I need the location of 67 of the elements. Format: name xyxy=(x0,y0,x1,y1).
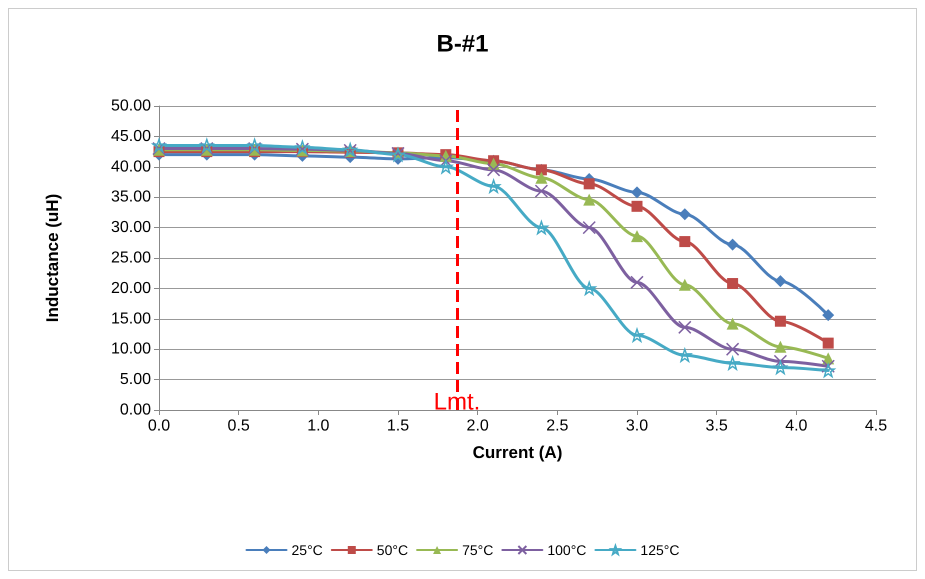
point xyxy=(535,172,548,184)
point xyxy=(200,138,214,152)
point xyxy=(726,342,740,356)
x-tick-label: 3.5 xyxy=(706,418,728,434)
y-tick-label: 50.00 xyxy=(110,98,152,114)
legend-label: 125°C xyxy=(640,542,680,558)
legend-label: 75°C xyxy=(462,542,494,558)
x-tick-label: 0.0 xyxy=(148,418,170,434)
y-tick-label: 30.00 xyxy=(110,219,152,236)
point xyxy=(821,359,835,373)
y-tick-label: 10.00 xyxy=(110,340,152,358)
point xyxy=(439,154,453,168)
point xyxy=(727,278,738,290)
x-tick-label: 1.5 xyxy=(386,418,410,434)
point xyxy=(774,354,788,368)
point xyxy=(631,230,643,242)
point xyxy=(534,184,548,198)
legend-label: 100°C xyxy=(547,542,586,558)
point xyxy=(678,320,692,334)
point xyxy=(582,220,596,234)
point xyxy=(486,180,500,194)
point xyxy=(248,138,262,152)
point xyxy=(584,178,595,190)
y-tick-label: 35.00 xyxy=(110,188,152,206)
legend-label: 50°C xyxy=(376,542,408,558)
point xyxy=(152,138,166,152)
x-tick-label: 0.5 xyxy=(228,418,250,434)
point xyxy=(632,200,642,212)
legend-label: 25°C xyxy=(292,542,323,558)
y-tick-label: 15.00 xyxy=(110,310,152,328)
point xyxy=(678,348,692,362)
y-tick-label: 0.00 xyxy=(120,402,152,418)
point xyxy=(774,275,786,288)
point xyxy=(583,194,596,206)
chart-title: B-#1 xyxy=(436,30,489,58)
point xyxy=(630,328,644,342)
y-tick-label: 25.00 xyxy=(110,250,152,266)
y-tick-label: 40.00 xyxy=(110,158,152,176)
x-axis-title: Current (A) xyxy=(472,443,562,462)
x-tick-label: 3.0 xyxy=(626,418,648,434)
x-tick-label: 4.5 xyxy=(864,418,888,434)
point xyxy=(774,316,786,327)
point xyxy=(631,186,643,198)
point xyxy=(630,276,644,290)
y-tick-label: 20.00 xyxy=(110,280,152,297)
point xyxy=(774,340,786,353)
point xyxy=(821,364,835,378)
x-tick-label: 2.5 xyxy=(546,418,569,434)
x-tick-label: 2.0 xyxy=(466,418,489,434)
x-tick-label: 4.0 xyxy=(785,418,808,434)
point xyxy=(822,338,834,349)
point xyxy=(534,220,548,234)
point xyxy=(439,160,453,174)
point xyxy=(822,309,834,322)
point xyxy=(726,318,739,330)
point xyxy=(679,236,690,248)
y-tick-label: 5.00 xyxy=(120,371,152,388)
y-tick-label: 45.00 xyxy=(110,128,152,145)
point xyxy=(582,282,596,296)
y-axis-title: Inductance (uH) xyxy=(43,194,62,322)
x-tick-label: 1.0 xyxy=(307,418,330,434)
point xyxy=(726,356,740,370)
point xyxy=(678,278,691,291)
point xyxy=(486,163,500,177)
point xyxy=(678,208,691,220)
point xyxy=(774,360,788,374)
point xyxy=(726,238,739,251)
